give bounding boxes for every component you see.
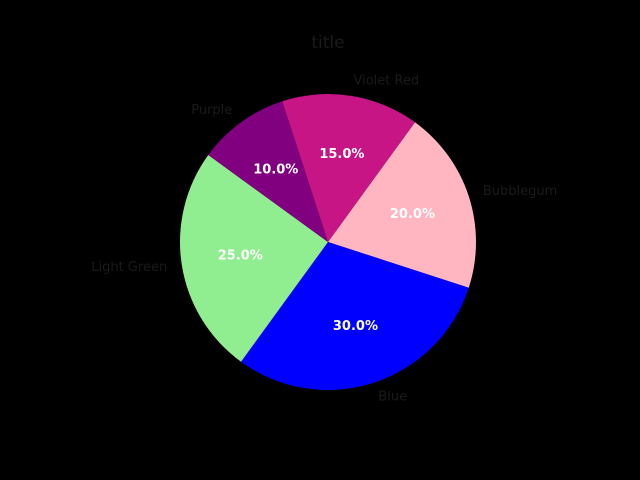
pct-label-bubblegum: 20.0% <box>390 207 435 222</box>
slices-layer <box>180 94 477 390</box>
category-label-violet-red: Violet Red <box>353 74 419 89</box>
pie-slice-light-green <box>180 155 328 362</box>
category-label-blue: Blue <box>378 389 407 404</box>
category-label-bubblegum: Bubblegum <box>483 184 557 199</box>
pie-slice-violet-red <box>282 94 415 242</box>
pct-label-blue: 30.0% <box>333 319 378 334</box>
pct-label-purple: 10.0% <box>253 163 298 178</box>
pie-slice-blue <box>241 242 469 390</box>
pie-slice-purple <box>208 101 328 243</box>
pct-label-light-green: 25.0% <box>218 248 263 263</box>
category-label-light-green: Light Green <box>91 260 167 275</box>
labels-layer: 20.0% Bubblegum 30.0% Blue 25.0% Light Green 1… <box>91 74 557 405</box>
pct-label-violet-red: 15.0% <box>319 147 364 162</box>
category-label-purple: Purple <box>191 103 232 118</box>
pie-slice-bubblegum <box>328 122 477 288</box>
chart-title: title <box>311 33 344 53</box>
